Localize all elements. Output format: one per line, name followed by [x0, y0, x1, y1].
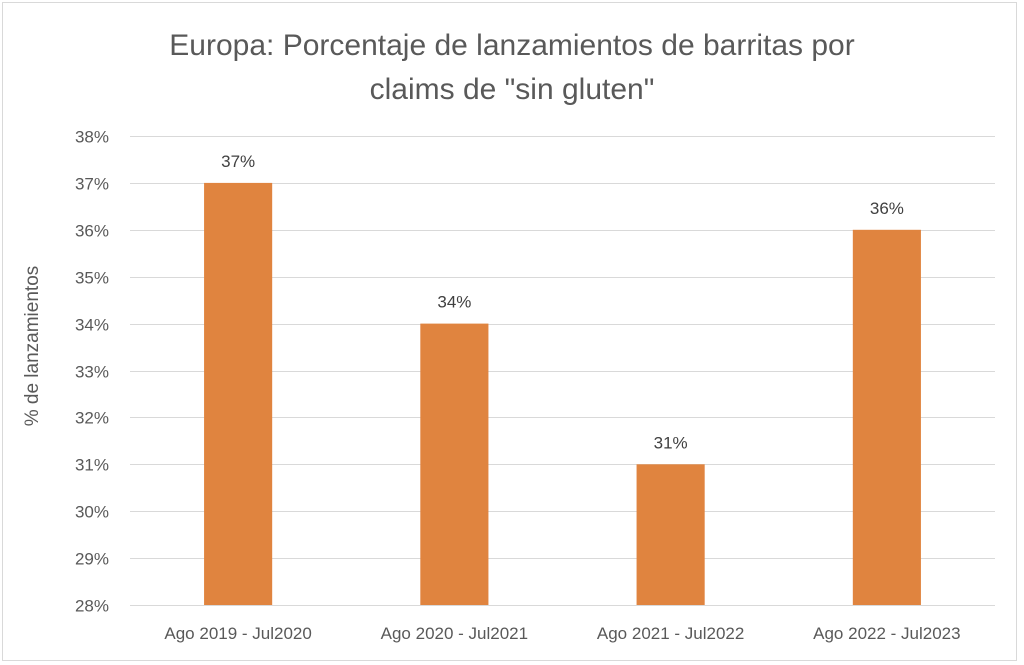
- gridlines: [130, 136, 995, 606]
- y-tick-label: 36%: [75, 222, 109, 241]
- bars: [204, 182, 921, 606]
- data-label: 34%: [437, 293, 471, 312]
- bar: [852, 229, 921, 606]
- x-tick-label: Ago 2022 - Jul2023: [813, 624, 960, 643]
- chart-title: Europa: Porcentaje de lanzamientos de ba…: [0, 24, 1024, 112]
- y-tick-label: 28%: [75, 597, 109, 616]
- data-label: 37%: [221, 152, 255, 171]
- x-tick-label: Ago 2020 - Jul2021: [381, 624, 528, 643]
- y-tick-label: 33%: [75, 363, 109, 382]
- data-label: 31%: [654, 433, 688, 452]
- y-tick-label: 30%: [75, 503, 109, 522]
- y-tick-label: 32%: [75, 409, 109, 428]
- x-tick-label: Ago 2021 - Jul2022: [597, 624, 744, 643]
- y-tick-label: 35%: [75, 269, 109, 288]
- data-labels: 37% 34% 31% 36%: [221, 152, 904, 452]
- bar: [420, 323, 489, 605]
- y-tick-label: 38%: [75, 128, 109, 147]
- data-label: 36%: [870, 199, 904, 218]
- y-tick-label: 34%: [75, 316, 109, 335]
- x-tick-label: Ago 2019 - Jul2020: [164, 624, 311, 643]
- bar: [636, 464, 705, 605]
- y-tick-label: 29%: [75, 550, 109, 569]
- y-tick-label: 37%: [75, 175, 109, 194]
- x-axis-ticks: Ago 2019 - Jul2020 Ago 2020 - Jul2021 Ago …: [164, 624, 960, 643]
- bar: [204, 182, 273, 605]
- chart-title-line-2: claims de "sin gluten": [369, 73, 655, 106]
- y-tick-label: 31%: [75, 456, 109, 475]
- y-axis-ticks: 28% 29% 30% 31% 32% 33% 34% 35% 36% 37% 38%: [75, 128, 109, 616]
- chart-title-line-1: Europa: Porcentaje de lanzamientos de ba…: [169, 29, 855, 62]
